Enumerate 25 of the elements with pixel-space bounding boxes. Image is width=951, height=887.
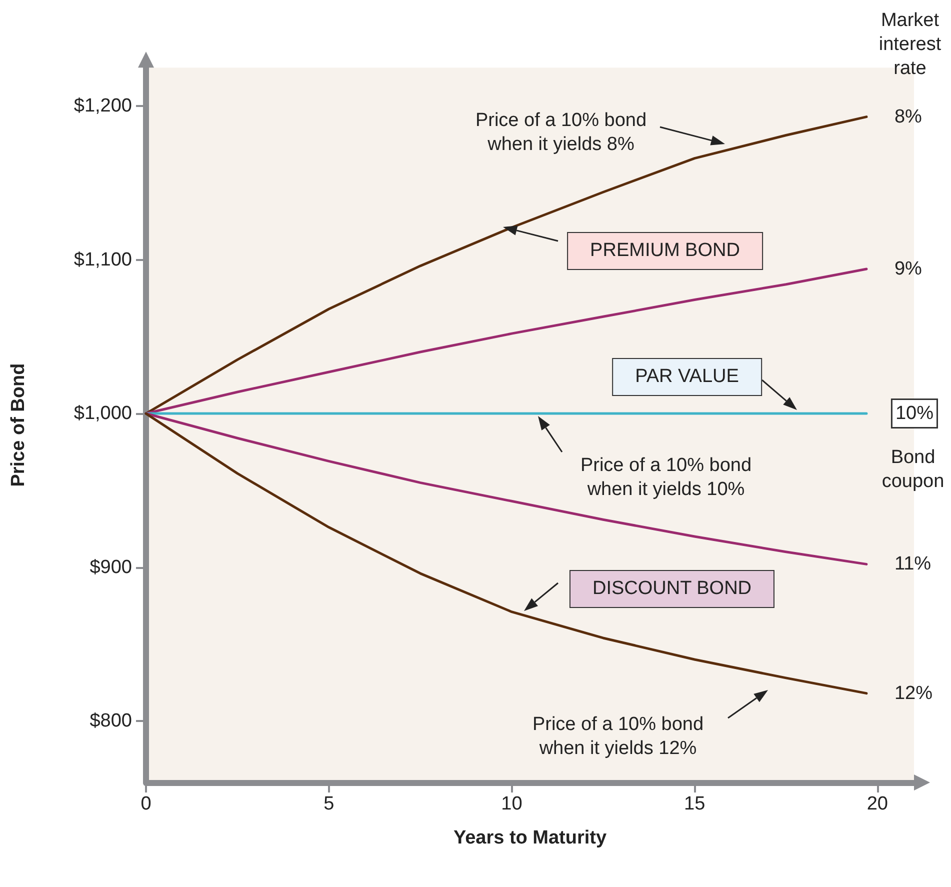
x-axis-title: Years to Maturity — [453, 828, 607, 848]
x-tick-label: 5 — [324, 794, 334, 814]
series-label: 9% — [894, 258, 922, 280]
y-tick-label: $800 — [90, 710, 132, 732]
y-tick-label: $900 — [90, 556, 132, 578]
annotation: Price of a 10% bond when it yields 12% — [532, 713, 704, 761]
series-label: 11% — [894, 554, 932, 575]
annotation: DISCOUNT BOND — [569, 570, 775, 608]
y-axis-title: Price of Bond — [8, 363, 29, 487]
series-label: 10% — [895, 403, 934, 424]
y-tick-label: $1,100 — [74, 249, 132, 270]
y-tick-label: $1,000 — [74, 403, 132, 424]
series-label: 8% — [894, 106, 922, 128]
x-tick-label: 20 — [866, 794, 888, 814]
series-label: 12% — [894, 682, 933, 704]
annotation: Price of a 10% bond when it yields 8% — [475, 109, 647, 157]
annotation: Bond coupon — [882, 446, 944, 494]
x-tick-label: 15 — [684, 794, 706, 814]
annotation: PREMIUM BOND — [567, 232, 763, 270]
x-tick-label: 0 — [140, 794, 152, 814]
annotation: Market interest rate — [878, 9, 942, 81]
annotation: PAR VALUE — [612, 358, 762, 396]
x-tick-label: 10 — [501, 794, 522, 814]
y-tick-label: $1,200 — [74, 96, 132, 117]
annotation: Price of a 10% bond when it yields 10% — [580, 454, 752, 502]
